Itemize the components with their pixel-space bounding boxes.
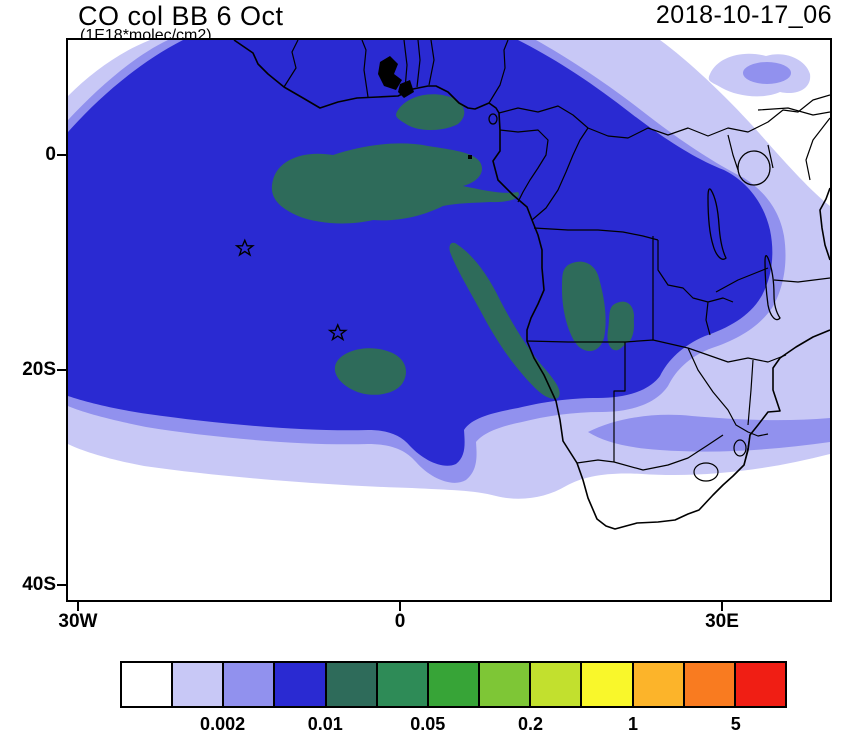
overlay-dot bbox=[468, 155, 472, 159]
lake-malawi bbox=[764, 255, 781, 321]
contour-level4-green-south bbox=[334, 348, 406, 395]
x-axis-tick-label: 30E bbox=[705, 611, 739, 632]
x-axis-tick bbox=[76, 602, 79, 611]
contour-level4-green-diagonal bbox=[449, 242, 560, 399]
colorbar-cell bbox=[529, 663, 581, 706]
contour-level2-periwinkle-southeast-band bbox=[588, 414, 830, 452]
lake-victoria bbox=[737, 150, 771, 186]
colorbar-cell bbox=[273, 663, 325, 706]
colorbar-cell bbox=[631, 663, 683, 706]
country-borders-east bbox=[727, 107, 830, 181]
colorbar-labels: 0.002 0.01 0.05 0.2 1 5 bbox=[120, 714, 787, 740]
y-axis-tick bbox=[57, 583, 68, 586]
page-title: CO col BB 6 Oct bbox=[78, 1, 284, 31]
colorbar-cell bbox=[122, 663, 172, 706]
eswatini-border bbox=[733, 439, 747, 457]
colorbar-cell bbox=[733, 663, 786, 706]
colorbar-tick-label: 0.2 bbox=[517, 714, 543, 734]
contour-level3-blue bbox=[68, 40, 773, 466]
colorbar-cell bbox=[222, 663, 274, 706]
contour-map bbox=[68, 40, 830, 530]
y-axis-tick bbox=[57, 154, 68, 157]
colorbar-tick-label: 1 bbox=[628, 714, 639, 734]
contour-level4-green-central bbox=[271, 143, 519, 224]
overlay-mark-cluster bbox=[378, 56, 414, 98]
contour-level2-periwinkle-northeast-core bbox=[743, 62, 791, 84]
bioko-island bbox=[488, 113, 498, 125]
colorbar-cell bbox=[324, 663, 376, 706]
x-axis-tick-label: 30W bbox=[58, 611, 98, 632]
y-axis-tick-label: 40S bbox=[22, 573, 56, 595]
colorbar bbox=[120, 661, 787, 708]
x-axis-tick bbox=[721, 602, 724, 611]
x-axis-tick bbox=[399, 602, 401, 611]
datetime-label: 2018-10-17_06 bbox=[655, 1, 832, 29]
lake-tanganyika bbox=[707, 188, 727, 260]
colorbar-cell bbox=[375, 663, 427, 706]
map-frame bbox=[66, 38, 832, 602]
colorbar-tick-label: 0.01 bbox=[307, 714, 343, 734]
colorbar-cell bbox=[426, 663, 479, 706]
colorbar-cell bbox=[682, 663, 734, 706]
colorbar-tick-label: 0.05 bbox=[410, 714, 446, 734]
country-borders-west bbox=[283, 40, 509, 104]
y-axis-tick bbox=[57, 369, 68, 371]
x-axis-tick-label: 0 bbox=[394, 611, 406, 632]
y-axis-tick-label: 20S bbox=[22, 359, 56, 380]
colorbar-cell bbox=[171, 663, 223, 706]
contour-level4-green-coastal bbox=[562, 261, 606, 352]
y-axis-tick-label: 0 bbox=[45, 144, 56, 166]
contour-level4-green-zambia-spot bbox=[618, 307, 634, 343]
contour-level4-green-guinea bbox=[396, 94, 465, 130]
colorbar-tick-label: 0.002 bbox=[200, 714, 246, 734]
country-borders-southern bbox=[526, 267, 830, 471]
colorbar-cell bbox=[580, 663, 632, 706]
colorbar-tick-label: 5 bbox=[730, 714, 741, 734]
colorbar-cell bbox=[478, 663, 530, 706]
lesotho-border bbox=[693, 462, 719, 482]
country-borders-central bbox=[498, 94, 830, 340]
coastline-west-africa bbox=[233, 40, 830, 530]
coastline-east-africa bbox=[819, 187, 830, 261]
